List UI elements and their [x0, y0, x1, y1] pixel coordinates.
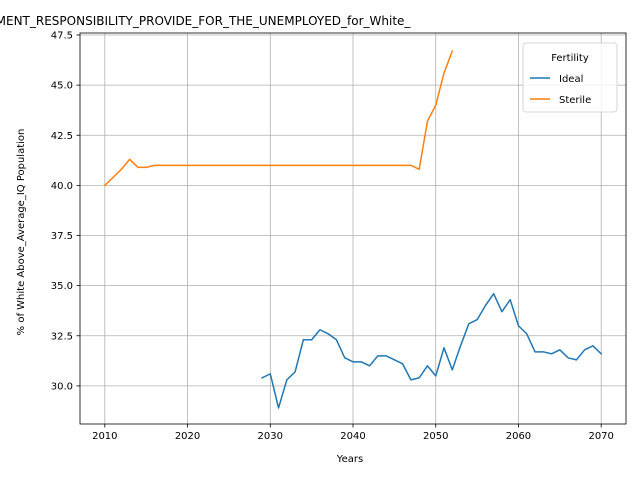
y-tick-label: 47.5 [51, 31, 73, 42]
chart-title: GOVERNMENT_RESPONSIBILITY_PROVIDE_FOR_TH… [0, 14, 411, 28]
y-tick-label: 40.0 [51, 181, 73, 192]
series-line-sterile [103, 50, 454, 187]
x-tick-label: 2050 [423, 431, 448, 442]
y-tick-label: 32.5 [51, 331, 73, 342]
legend-entries: Ideal Sterile [530, 74, 591, 106]
grid [80, 33, 626, 424]
y-tick-label: 37.5 [51, 231, 73, 242]
legend: Fertility Ideal Sterile [522, 42, 618, 113]
legend-frame [522, 42, 618, 113]
legend-label-ideal: Ideal [559, 74, 583, 85]
x-tick-label: 2070 [588, 431, 613, 442]
y-tick-label: 45.0 [51, 81, 73, 92]
y-tick-label: 42.5 [51, 131, 73, 142]
series-lines [103, 50, 603, 409]
x-tick-label: 2030 [258, 431, 283, 442]
series-line-ideal [260, 292, 603, 409]
y-axis-label: % of White Above_Average_IQ Population [16, 129, 27, 336]
x-tick-label: 2040 [340, 431, 365, 442]
y-axis-ticks: 30.0 32.5 35.0 37.5 40.0 42.5 45.0 47.5 [51, 31, 80, 392]
y-tick-label: 35.0 [51, 281, 73, 292]
legend-title: Fertility [551, 53, 589, 64]
x-tick-label: 2060 [506, 431, 531, 442]
x-axis-ticks: 2010 2020 2030 2040 2050 2060 2070 [92, 424, 614, 442]
y-tick-label: 30.0 [51, 381, 73, 392]
x-tick-label: 2020 [175, 431, 200, 442]
x-axis-label: Years [336, 454, 363, 465]
x-tick-label: 2010 [92, 431, 117, 442]
legend-label-sterile: Sterile [559, 95, 591, 106]
